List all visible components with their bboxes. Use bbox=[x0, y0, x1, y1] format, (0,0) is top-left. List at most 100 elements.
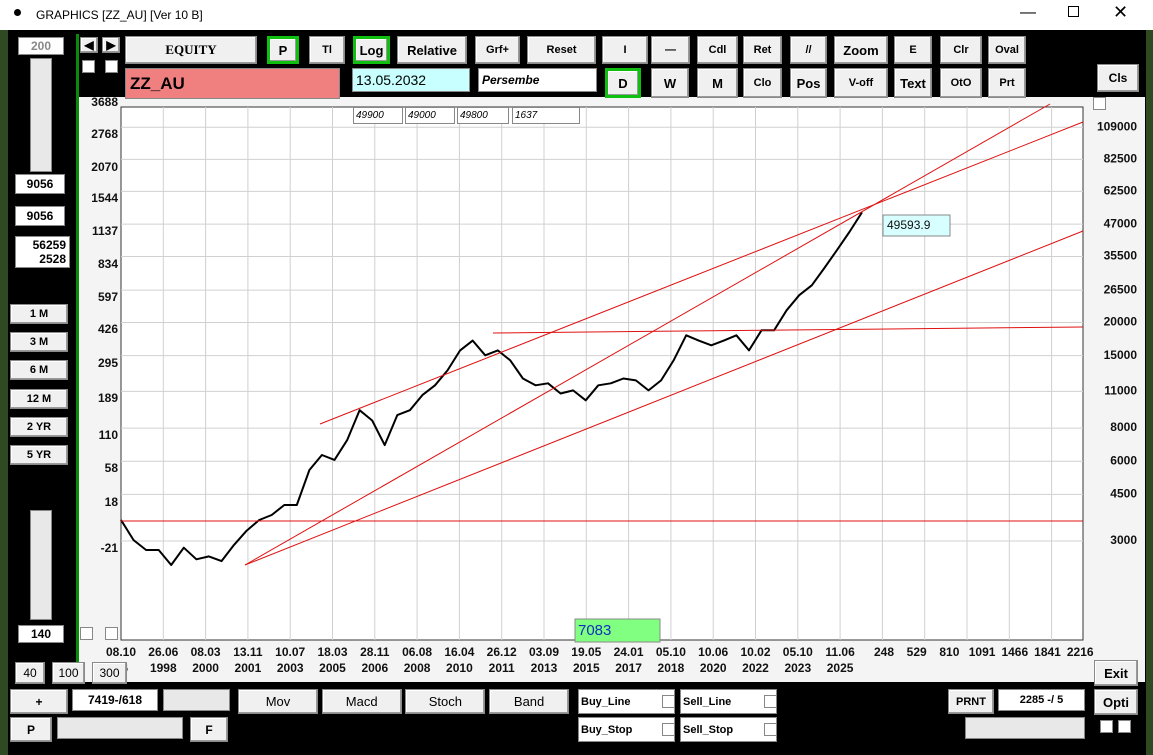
toolbar-button[interactable]: M bbox=[697, 68, 738, 98]
toolbar-button[interactable]: Log bbox=[353, 36, 390, 64]
range-button[interactable]: 2 YR bbox=[10, 416, 68, 437]
indicator-button[interactable]: Band bbox=[489, 689, 570, 714]
x-tick-label: 810 bbox=[939, 645, 959, 659]
toolbar-button[interactable]: W bbox=[651, 68, 689, 98]
zoom-button[interactable]: 40 bbox=[15, 662, 45, 684]
window-title: GRAPHICS [ZZ_AU] [Ver 10 B] bbox=[36, 8, 203, 22]
x-tick-label: 13.11 bbox=[233, 645, 263, 659]
indicator-button[interactable]: Macd bbox=[321, 689, 402, 714]
checkbox[interactable] bbox=[105, 627, 118, 640]
checkbox[interactable] bbox=[662, 695, 675, 708]
toolbar-button[interactable]: // bbox=[790, 36, 827, 64]
checkbox[interactable] bbox=[764, 695, 777, 708]
range-button[interactable]: 5 YR bbox=[10, 445, 68, 465]
toolbar-button[interactable]: Zoom bbox=[834, 36, 888, 64]
stat: 56259 bbox=[32, 238, 66, 252]
toolbar-button[interactable]: EQUITY bbox=[125, 36, 257, 64]
x-tick-label: 10.06 bbox=[698, 645, 728, 659]
y-tick-label: 15000 bbox=[1104, 348, 1138, 362]
maximize[interactable] bbox=[1068, 6, 1079, 17]
range-button[interactable]: 3 M bbox=[10, 332, 68, 353]
toolbar-button[interactable]: Ret bbox=[743, 36, 782, 64]
scrollbar[interactable] bbox=[57, 717, 183, 739]
x-tick-label: 05.10 bbox=[783, 645, 813, 659]
zoom-button[interactable]: 100 bbox=[52, 662, 85, 684]
app-icon bbox=[14, 9, 21, 16]
indicator-button[interactable]: Stoch bbox=[405, 689, 486, 714]
x-tick-label: 06.08 bbox=[402, 645, 432, 659]
scrollbar[interactable] bbox=[965, 717, 1085, 739]
trend-line bbox=[244, 103, 1051, 566]
cursor-index: 7083 bbox=[578, 622, 611, 639]
x-tick-label: 10.07 bbox=[275, 645, 305, 659]
toolbar-button[interactable]: P bbox=[267, 36, 299, 64]
minimize[interactable]: — bbox=[1020, 4, 1036, 21]
toolbar-button[interactable]: Text bbox=[894, 68, 932, 98]
x-tick-label: 28.11 bbox=[360, 645, 390, 659]
checkbox[interactable] bbox=[1100, 720, 1113, 733]
checkbox[interactable] bbox=[82, 60, 95, 73]
checkbox[interactable] bbox=[105, 60, 118, 73]
toolbar-button[interactable]: Pos bbox=[790, 68, 827, 98]
info-box: 49000 bbox=[405, 107, 455, 124]
x-tick-label: 16.04 bbox=[444, 645, 474, 659]
checkbox[interactable] bbox=[80, 627, 93, 640]
scrollbar[interactable] bbox=[30, 58, 52, 172]
toolbar-button[interactable]: OtO bbox=[940, 68, 982, 98]
toolbar-button[interactable]: V-off bbox=[834, 68, 888, 98]
zoom-button[interactable]: 300 bbox=[92, 662, 127, 684]
range-button[interactable]: 6 M bbox=[10, 360, 68, 381]
range-button[interactable]: 1 M bbox=[10, 304, 68, 324]
checkbox[interactable] bbox=[1118, 720, 1131, 733]
x-tick-label: 1841 bbox=[1034, 645, 1061, 659]
y-tick-label: 4500 bbox=[1110, 486, 1137, 500]
range-button[interactable]: 12 M bbox=[10, 388, 68, 409]
y-left-tick-label: 2070 bbox=[91, 160, 118, 174]
toolbar-button[interactable]: Reset bbox=[527, 36, 596, 64]
p-button[interactable]: P bbox=[10, 717, 52, 742]
cls-button[interactable]: Cls bbox=[1097, 64, 1139, 92]
y-tick-label: 35500 bbox=[1104, 249, 1138, 263]
toolbar-button[interactable]: E bbox=[894, 36, 932, 64]
indicator-button[interactable]: Mov bbox=[238, 689, 318, 714]
toolbar-button[interactable]: Clr bbox=[940, 36, 982, 64]
toolbar-button[interactable]: Oval bbox=[988, 36, 1026, 64]
value-box bbox=[882, 214, 951, 237]
toolbar-button[interactable]: — bbox=[651, 36, 690, 64]
trend-line bbox=[492, 326, 1084, 334]
trend-line bbox=[244, 230, 1084, 566]
toolbar-button[interactable]: D bbox=[605, 68, 641, 98]
position-field: 7419-/618 bbox=[72, 689, 158, 711]
opti-button[interactable]: Opti bbox=[1094, 689, 1138, 715]
toolbar-button[interactable]: Tl bbox=[309, 36, 345, 64]
x-tick-label-year: 2003 bbox=[277, 661, 304, 675]
x-tick-label-year: 2023 bbox=[784, 661, 811, 675]
y-tick-label: 62500 bbox=[1104, 184, 1138, 198]
print-button[interactable]: PRNT bbox=[948, 689, 994, 714]
toolbar-button[interactable]: Cdl bbox=[697, 36, 738, 64]
y-tick-label: 20000 bbox=[1104, 315, 1138, 329]
period-field: 200 bbox=[18, 37, 64, 55]
scrollbar[interactable] bbox=[163, 689, 230, 711]
symbol-field: ZZ_AU bbox=[125, 68, 340, 99]
y-tick-label: 3000 bbox=[1110, 533, 1137, 547]
stat: 2528 bbox=[39, 252, 66, 266]
toolbar-button[interactable]: Clo bbox=[743, 68, 782, 98]
close[interactable]: ✕ bbox=[1113, 2, 1129, 22]
nav-button[interactable]: ◀ bbox=[80, 37, 98, 53]
x-tick-label-year: 2022 bbox=[742, 661, 769, 675]
checkbox[interactable] bbox=[764, 723, 777, 736]
nav-button[interactable]: ▶ bbox=[102, 37, 120, 53]
f-button[interactable]: F bbox=[190, 717, 228, 742]
exit-button[interactable]: Exit bbox=[1094, 660, 1138, 686]
toolbar-button[interactable]: Relative bbox=[397, 36, 467, 64]
plus-button[interactable]: + bbox=[10, 689, 68, 714]
y-left-tick-label: 1137 bbox=[92, 224, 118, 238]
toolbar-button[interactable]: Prt bbox=[988, 68, 1026, 98]
checkbox[interactable] bbox=[662, 723, 675, 736]
checkbox[interactable] bbox=[1093, 97, 1106, 110]
scrollbar[interactable] bbox=[30, 510, 52, 620]
x-tick-label-year: 2010 bbox=[446, 661, 473, 675]
toolbar-button[interactable]: Grf+ bbox=[475, 36, 520, 64]
toolbar-button[interactable]: I bbox=[602, 36, 648, 64]
